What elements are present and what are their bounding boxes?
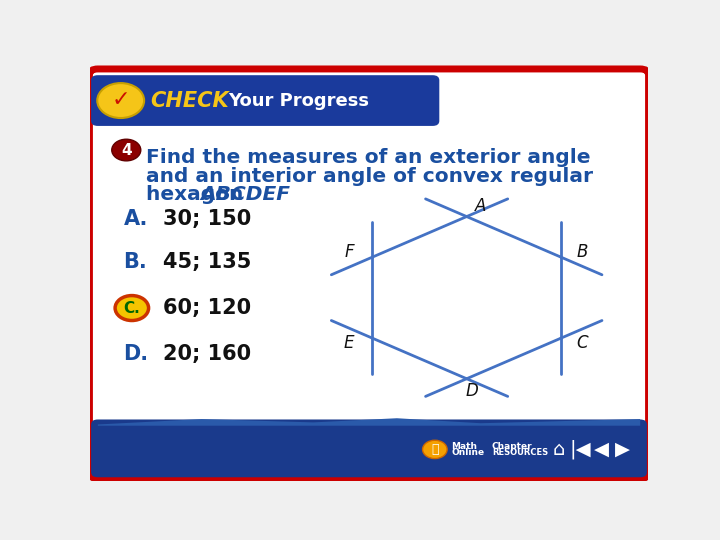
FancyBboxPatch shape (91, 75, 439, 126)
Text: ABCDEF: ABCDEF (200, 185, 290, 204)
Text: A: A (475, 197, 486, 215)
FancyBboxPatch shape (91, 420, 647, 477)
Text: hexagon: hexagon (145, 185, 250, 204)
Text: ◀: ◀ (593, 440, 608, 459)
Text: Math: Math (451, 442, 477, 451)
Text: 20; 160: 20; 160 (163, 344, 251, 364)
Text: Find the measures of an exterior angle: Find the measures of an exterior angle (145, 148, 590, 167)
Text: E: E (343, 334, 354, 352)
Text: RESOURCES: RESOURCES (492, 448, 548, 457)
Text: and an interior angle of convex regular: and an interior angle of convex regular (145, 167, 593, 186)
Circle shape (423, 440, 447, 458)
Text: ✓: ✓ (112, 91, 130, 111)
Text: 45; 135: 45; 135 (163, 252, 251, 272)
Text: C.: C. (123, 301, 140, 315)
Text: D: D (466, 382, 479, 400)
Text: Chapter: Chapter (492, 442, 532, 451)
Text: A.: A. (124, 208, 148, 228)
Text: 4: 4 (121, 143, 132, 158)
Text: ▶: ▶ (615, 440, 630, 459)
Circle shape (112, 139, 141, 161)
Text: C: C (576, 334, 588, 352)
Text: CHECK: CHECK (150, 91, 229, 111)
Text: B.: B. (124, 252, 147, 272)
FancyBboxPatch shape (89, 69, 649, 478)
Text: D.: D. (124, 344, 148, 364)
Text: .: . (245, 185, 252, 204)
Text: B: B (577, 243, 588, 261)
Text: Your Progress: Your Progress (228, 92, 369, 110)
Text: |◀: |◀ (569, 440, 590, 459)
Text: 30; 150: 30; 150 (163, 208, 251, 228)
Circle shape (115, 295, 148, 321)
Text: 60; 120: 60; 120 (163, 298, 251, 318)
Circle shape (97, 83, 144, 118)
Text: F: F (344, 243, 354, 261)
Text: ⌂: ⌂ (552, 440, 565, 459)
Text: Online: Online (451, 448, 485, 457)
Text: 🌐: 🌐 (431, 443, 438, 456)
Polygon shape (98, 418, 640, 426)
